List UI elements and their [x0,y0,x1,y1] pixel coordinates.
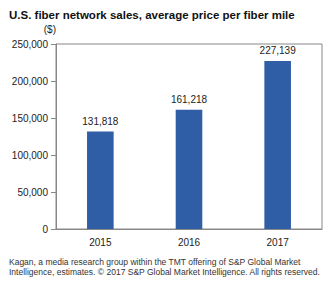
svg-text:2017: 2017 [267,237,290,248]
svg-text:131,818: 131,818 [82,116,119,127]
svg-text:200,000: 200,000 [12,76,49,87]
svg-text:U.S. fiber network sales, aver: U.S. fiber network sales, average price … [9,9,295,21]
svg-text:Intelligence, estimates. © 201: Intelligence, estimates. © 2017 S&P Glob… [9,267,320,277]
svg-text:100,000: 100,000 [12,150,49,161]
svg-text:0: 0 [42,224,48,235]
svg-text:Kagan, a media research group: Kagan, a media research group within the… [9,257,303,267]
svg-text:150,000: 150,000 [12,113,49,124]
svg-text:50,000: 50,000 [17,187,48,198]
svg-text:2015: 2015 [89,237,112,248]
svg-text:($): ($) [44,24,56,35]
svg-text:227,139: 227,139 [260,45,297,56]
svg-text:250,000: 250,000 [12,39,49,50]
svg-text:2016: 2016 [178,237,201,248]
svg-text:161,218: 161,218 [171,94,208,105]
